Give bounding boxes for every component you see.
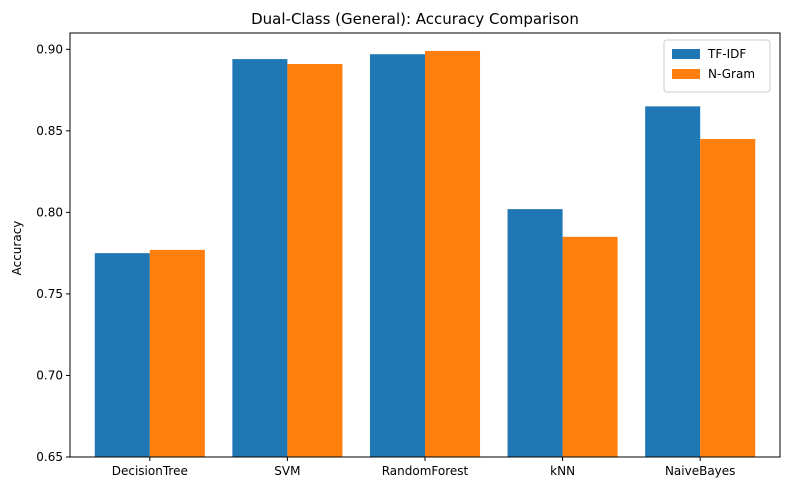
bar-tf-idf-svm — [232, 59, 288, 457]
bar-tf-idf-knn — [507, 209, 563, 457]
bars-group — [94, 50, 756, 457]
x-tick-label: kNN — [550, 464, 575, 478]
legend-swatch — [672, 69, 700, 79]
x-tick-label: NaiveBayes — [665, 464, 735, 478]
bar-tf-idf-naivebayes — [645, 106, 701, 457]
x-tick-label: SVM — [274, 464, 300, 478]
y-tick-label: 0.85 — [36, 124, 63, 138]
chart-title: Dual-Class (General): Accuracy Compariso… — [251, 10, 579, 28]
y-tick-label: 0.75 — [36, 287, 63, 301]
legend-label: TF-IDF — [707, 47, 746, 61]
x-tick-label: DecisionTree — [112, 464, 188, 478]
legend-swatch — [672, 49, 700, 59]
axes-group: 0.65 0.70 0.75 0.80 0.85 0.90 DecisionTree SVM R… — [36, 32, 781, 478]
y-axis-label: Accuracy — [10, 221, 24, 276]
bar-tf-idf-decisiontree — [94, 253, 150, 457]
y-tick-label: 0.80 — [36, 205, 63, 219]
bar-tf-idf-randomforest — [369, 54, 425, 457]
bar-n-gram-svm — [287, 63, 343, 457]
x-tick-label: RandomForest — [382, 464, 469, 478]
bar-n-gram-randomforest — [425, 50, 481, 457]
y-tick-label: 0.65 — [36, 450, 63, 464]
legend: TF-IDF N-Gram — [663, 39, 771, 93]
legend-label: N-Gram — [708, 67, 755, 81]
bar-n-gram-naivebayes — [700, 139, 756, 457]
bar-n-gram-decisiontree — [149, 249, 205, 457]
y-tick-label: 0.70 — [36, 368, 63, 382]
y-tick-label: 0.90 — [36, 42, 63, 56]
bar-n-gram-knn — [562, 236, 618, 457]
